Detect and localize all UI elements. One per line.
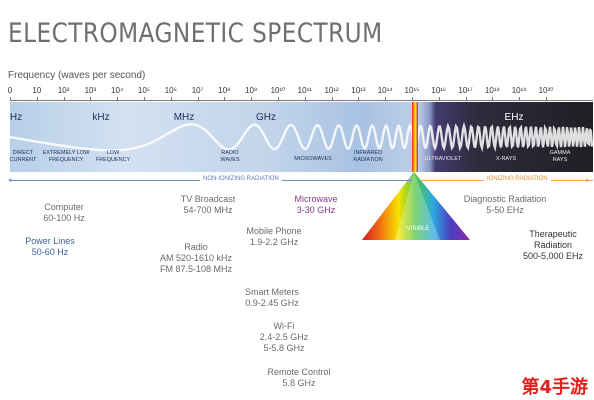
example-mobile-phone: Mobile Phone 1.9-2.2 GHz [246, 226, 302, 247]
axis-tick [519, 97, 521, 101]
prism-highlight [395, 172, 440, 240]
non-ionizing-label: NON-IONIZING RADIATION [200, 176, 282, 182]
tick-label: 10² [57, 86, 70, 95]
tick-label: 10⁵ [137, 86, 151, 95]
tick-label: 10³ [84, 86, 97, 95]
example-diagnostic-radiation: Diagnostic Radiation 5-50 EHz [463, 194, 547, 215]
axis-tick [224, 97, 226, 101]
arrow-left-icon: ◂ [8, 177, 12, 184]
unit-hz: Hz [9, 112, 23, 123]
axis-tick [197, 97, 199, 101]
unit-ehz: EHz [504, 112, 524, 123]
tick-label: 10⁹ [245, 86, 258, 95]
axis-tick [492, 97, 494, 101]
watermark-logo: 第4手游 [521, 377, 588, 398]
band-infrared: INFRARED RADIATION [353, 150, 383, 163]
tick-label: 10⁸ [218, 86, 231, 95]
axis-tick [465, 97, 467, 101]
example-remote-control: Remote Control 5.8 GHz [267, 367, 331, 388]
axis-tick [546, 97, 547, 101]
tick-label: 10¹² [324, 86, 339, 95]
axis-tick [278, 97, 279, 101]
band-low: LOW FREQUENCY [95, 150, 131, 163]
axis-label: Frequency (waves per second) [8, 70, 146, 81]
tick-label: 10¹⁶ [431, 86, 447, 95]
unit-mhz: MHz [173, 112, 195, 123]
axis-tick [331, 97, 333, 101]
visible-prism [362, 172, 470, 240]
example-microwave: Microwave 3-30 GHz [294, 194, 338, 215]
tick-label: 10¹⁸ [484, 86, 500, 95]
axis-tick [251, 97, 253, 101]
tick-label: 10⁷ [191, 86, 204, 95]
axis-tick [117, 97, 119, 101]
tick-label: 10¹⁵ [404, 86, 420, 95]
axis-tick [438, 97, 440, 101]
example-power-lines: Power Lines 50-60 Hz [25, 236, 75, 257]
tick-label: 10⁴ [111, 86, 124, 95]
band-extremely-low: EXTREMELY LOW FREQUENCY [42, 150, 90, 163]
example-wifi: Wi-Fi 2.4-2.5 GHz 5-5.8 GHz [259, 321, 309, 353]
band-xrays: X-RAYS [495, 156, 517, 162]
band-direct-current: DIRECT CURRENT [9, 150, 37, 163]
axis-tick [385, 97, 387, 101]
axis-tick [358, 97, 360, 101]
axis-tick [170, 97, 172, 101]
tick-label: 0 [7, 86, 13, 95]
band-gamma: GAMMA RAYS [549, 150, 571, 163]
axis-tick [63, 97, 65, 101]
band-radio-waves: RADIO WAVES [220, 150, 240, 163]
example-smart-meters: Smart Meters 0.9-2.45 GHz [244, 287, 300, 308]
tick-label: 10⁶ [164, 86, 177, 95]
band-ultraviolet: ULTRAVIOLET [424, 156, 462, 162]
unit-ghz: GHz [256, 112, 276, 123]
axis-tick [144, 97, 145, 101]
axis-tick [10, 97, 11, 101]
wave-line [9, 121, 594, 153]
unit-khz: kHz [92, 112, 110, 123]
tick-label: 10 [32, 86, 42, 95]
tick-label: 10²⁰ [538, 86, 554, 95]
example-computer: Computer 60-100 Hz [43, 202, 85, 223]
tick-label: 10¹³ [351, 86, 366, 95]
example-tv-broadcast: TV Broadcast 54-700 MHz [180, 194, 236, 215]
tick-label: 10¹⁹ [511, 86, 527, 95]
tick-label: 10¹¹ [297, 86, 312, 95]
band-microwaves: MICROWAVES [294, 156, 332, 162]
axis-tick [90, 97, 92, 101]
page-title: ELECTROMAGNETIC SPECTRUM [8, 18, 383, 49]
axis-tick [412, 97, 413, 101]
frequency-axis [10, 100, 593, 101]
ionizing-label: IONIZING RADIATION [484, 176, 551, 182]
arrow-right-icon: ▸ [586, 177, 590, 184]
tick-label: 10¹⁷ [458, 86, 473, 95]
visible-stripe [412, 102, 418, 172]
tick-label: 10¹⁴ [377, 86, 393, 95]
example-therapeutic-radiation: Therapeutic Radiation 500-5,000 EHz [522, 229, 584, 261]
axis-tick [304, 97, 306, 101]
visible-label: VISIBLE [406, 226, 430, 232]
example-radio: Radio AM 520-1610 kHz FM 87.5-108 MHz [159, 242, 233, 274]
axis-tick [36, 97, 38, 101]
tick-label: 10¹⁰ [270, 86, 286, 95]
